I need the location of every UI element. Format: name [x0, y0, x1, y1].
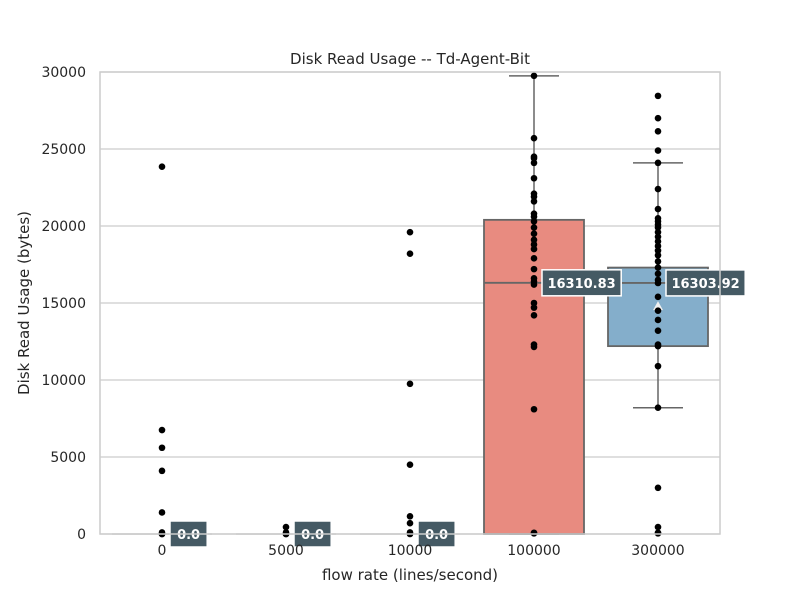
- annotation-label: 16303.92: [671, 277, 739, 292]
- x-tick-label: 300000: [631, 543, 684, 559]
- data-point: [654, 327, 662, 335]
- data-point: [654, 523, 662, 531]
- data-point: [406, 519, 414, 527]
- data-point: [530, 299, 538, 307]
- annotation-box: [665, 269, 746, 297]
- data-point: [654, 293, 662, 301]
- data-point: [530, 224, 538, 231]
- data-point: [654, 484, 662, 492]
- data-point: [530, 241, 538, 248]
- data-point: [654, 185, 662, 193]
- x-tick-label: 0: [158, 543, 167, 559]
- y-tick-label: 30000: [41, 65, 86, 81]
- annotation-label: 0.0: [301, 528, 324, 543]
- annotation-box: [541, 269, 622, 297]
- data-point: [654, 242, 662, 250]
- data-point: [406, 461, 414, 469]
- data-point: [654, 279, 662, 287]
- data-point: [654, 127, 662, 135]
- median-annotation: 16310.83: [541, 269, 622, 297]
- data-point: [530, 134, 538, 142]
- data-point: [654, 238, 662, 245]
- data-point: [406, 228, 414, 236]
- data-point: [530, 304, 538, 311]
- y-tick-label: 25000: [41, 142, 86, 158]
- data-point: [530, 230, 538, 237]
- data-point: [530, 343, 538, 351]
- data-point: [654, 247, 662, 254]
- data-point: [530, 72, 538, 80]
- data-point: [654, 147, 662, 154]
- annotation-label: 16310.83: [547, 277, 615, 292]
- data-point: [406, 250, 414, 258]
- y-tick-label: 5000: [50, 450, 86, 466]
- annotation-label: 0.0: [177, 528, 200, 543]
- annotation-label: 0.0: [425, 528, 448, 543]
- y-tick-labels: 0 5000 10000 15000 20000 25000 30000: [41, 65, 86, 543]
- y-tick-label: 0: [77, 527, 86, 543]
- data-point: [530, 159, 538, 167]
- data-point: [158, 444, 166, 452]
- data-point: [530, 174, 538, 182]
- data-point: [530, 265, 538, 273]
- data-point: [158, 467, 166, 475]
- data-point: [654, 251, 662, 259]
- data-point: [530, 218, 538, 225]
- x-tick-label: 100000: [507, 543, 560, 559]
- y-tick-label: 20000: [41, 219, 86, 235]
- plot-frame: [99, 71, 721, 535]
- data-point: [654, 205, 662, 213]
- data-point: [158, 509, 166, 516]
- data-point: [530, 312, 538, 319]
- data-point: [530, 405, 538, 413]
- x-tick-label: 10000: [388, 543, 433, 559]
- data-point: [282, 523, 290, 531]
- data-point: [158, 163, 166, 171]
- data-point: [654, 258, 662, 265]
- data-point: [654, 307, 662, 315]
- data-points: [158, 72, 662, 538]
- mean-marker: [653, 301, 663, 311]
- data-point: [654, 404, 662, 412]
- data-point: [530, 193, 538, 201]
- data-point: [654, 362, 662, 370]
- data-point: [530, 236, 538, 244]
- data-point: [654, 159, 662, 167]
- y-tick-label: 15000: [41, 296, 86, 312]
- data-point: [530, 281, 538, 288]
- data-point: [530, 255, 538, 262]
- data-point: [158, 426, 166, 434]
- y-axis-title: Disk Read Usage (bytes): [15, 211, 33, 395]
- data-point: [530, 198, 538, 205]
- data-point: [654, 264, 662, 271]
- x-tick-label: 5000: [268, 543, 304, 559]
- data-point: [654, 342, 662, 350]
- data-point: [654, 92, 662, 100]
- data-point: [654, 316, 662, 324]
- data-point: [530, 213, 538, 221]
- data-point: [654, 228, 662, 236]
- data-point: [654, 114, 662, 122]
- data-point: [654, 224, 662, 231]
- chart-title: Disk Read Usage -- Td-Agent-Bit: [290, 50, 530, 68]
- y-tick-label: 10000: [41, 373, 86, 389]
- median-annotation: 16303.92: [665, 269, 746, 297]
- x-tick-labels: 0 5000 10000 100000 300000: [158, 543, 685, 559]
- data-point: [530, 154, 538, 162]
- data-point: [654, 270, 662, 278]
- data-point: [406, 512, 414, 520]
- data-point: [530, 245, 538, 253]
- data-point: [406, 380, 414, 388]
- data-point: [654, 233, 662, 241]
- x-axis-title: flow rate (lines/second): [322, 566, 498, 584]
